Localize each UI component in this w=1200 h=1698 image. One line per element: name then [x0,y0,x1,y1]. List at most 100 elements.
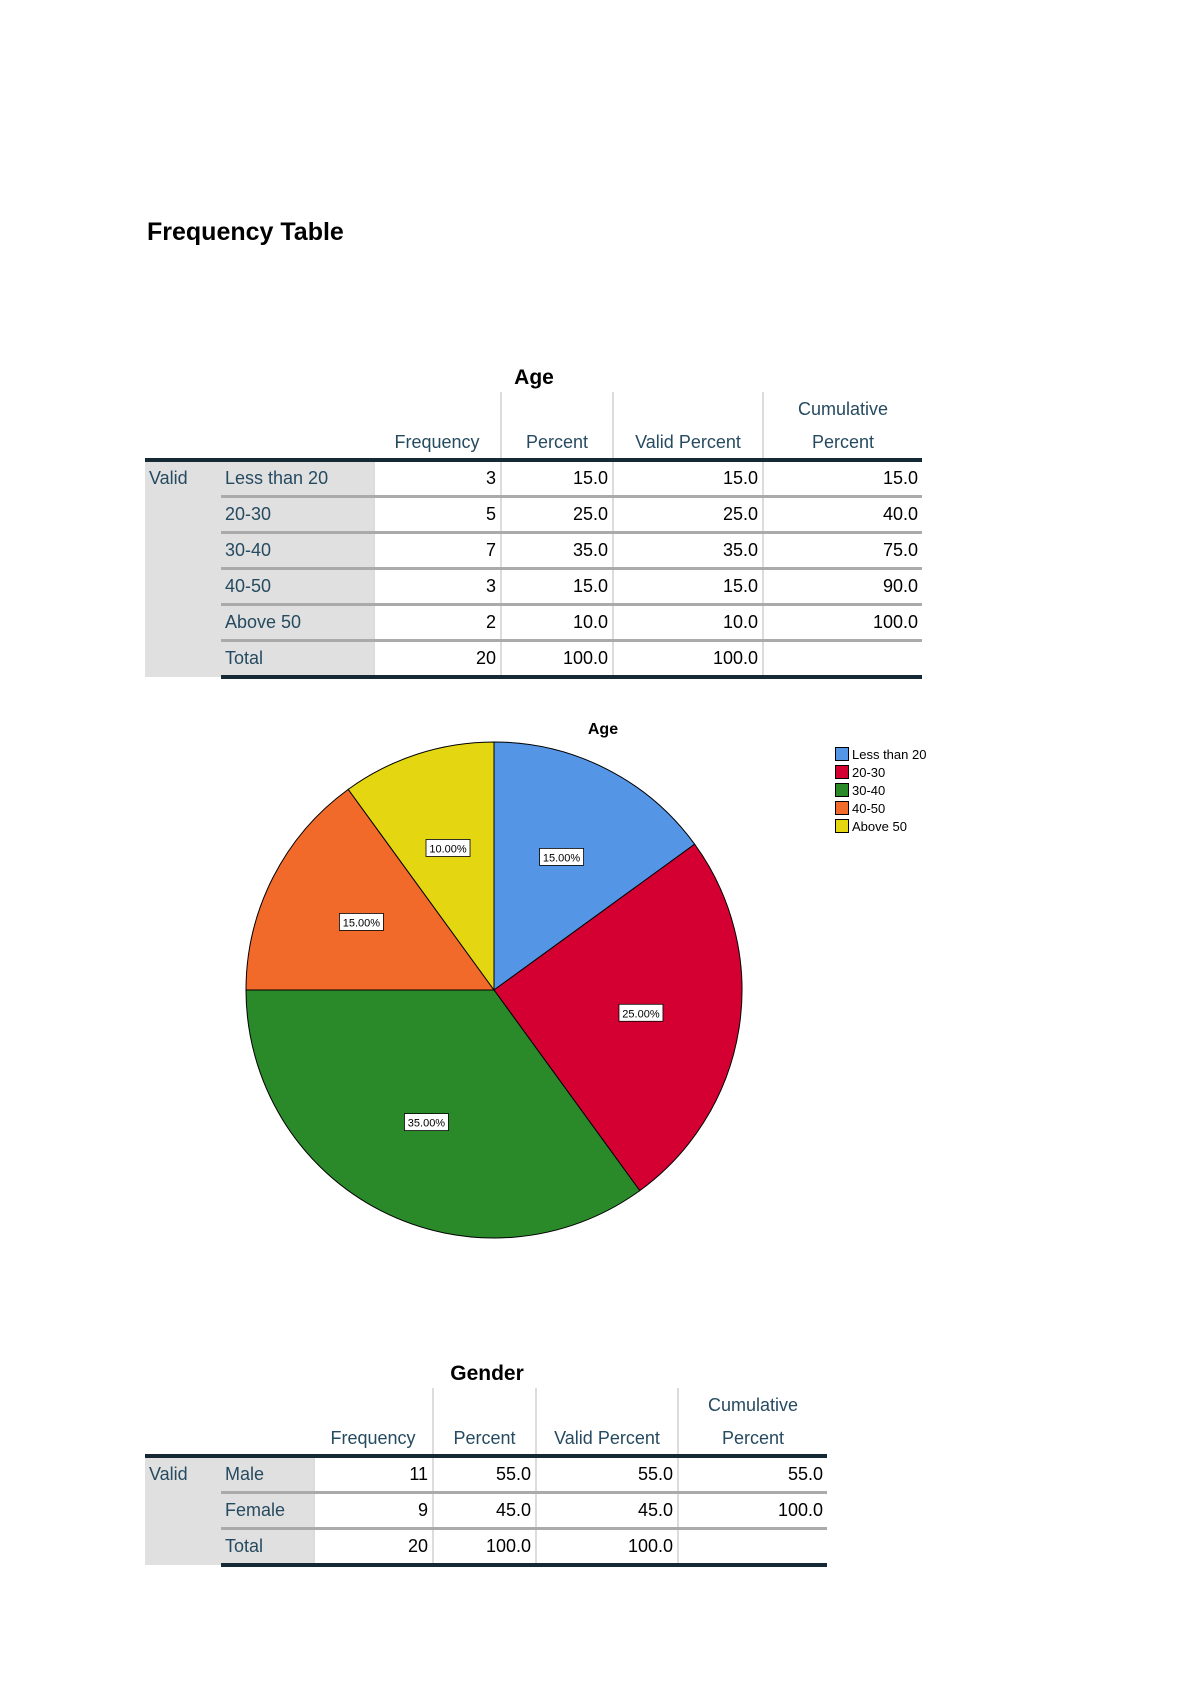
table-row: Valid Male 11 55.0 55.0 55.0 [145,1456,827,1565]
data-label-text: 35.00% [408,1118,446,1130]
row-label: Above 50 [221,604,374,642]
cell-valid: 45.0 [535,1492,678,1530]
cell-percent: 15.0 [500,460,613,498]
slice-data-label: 15.00% [339,913,384,931]
cell-cumulative: 40.0 [762,496,922,534]
legend-swatch [835,801,849,815]
slice-data-label: 35.00% [404,1113,449,1131]
legend-swatch [835,765,849,779]
data-label-text: 15.00% [343,917,381,929]
cell-percent: 15.0 [500,568,613,606]
cell-cumulative [677,1528,827,1567]
cell-percent: 10.0 [500,604,613,642]
cell-percent: 100.0 [500,640,613,679]
cell-cumulative: 100.0 [677,1492,827,1530]
data-label-text: 10.00% [429,843,467,855]
group-label: Valid [145,460,221,677]
data-label-text: 25.00% [622,1008,660,1020]
document-title: Frequency Table [147,218,344,246]
header-frequency: Frequency [374,425,501,462]
data-label-box [618,1003,664,1022]
cell-cumulative: 90.0 [762,568,922,606]
group-label: Valid [145,1456,221,1565]
header-valid-percent: Valid Percent [612,425,763,462]
legend-label: 30-40 [852,782,886,798]
header-cumulative: Cumulative [677,1388,827,1421]
legend-label: Less than 20 [852,746,927,762]
table-row: 30-40 7 35.0 35.0 75.0 [145,532,922,570]
legend-item: 20-30 [835,763,926,781]
gender-table-title: Gender [450,1362,524,1385]
header-percent: Percent [432,1421,536,1458]
header-valid-percent: Valid Percent [535,1421,678,1458]
legend-swatch [835,819,849,833]
cell-valid: 100.0 [535,1528,678,1567]
legend-item: 30-40 [835,781,926,799]
row-label: 20-30 [221,496,374,534]
row-label: Total [221,1528,314,1567]
table-row: Valid Less than 20 3 15.0 15.0 15.0 [145,460,922,677]
cell-frequency: 20 [373,640,501,679]
cell-frequency: 20 [313,1528,433,1567]
row-label: Total [221,640,374,679]
cell-frequency: 5 [373,496,501,534]
pie-slice-above-50 [347,741,495,992]
age-frequency-table: Cumulative Frequency Percent Valid Perce… [145,392,922,679]
cell-valid: 15.0 [612,460,763,498]
cell-valid: 10.0 [612,604,763,642]
cell-frequency: 3 [373,568,501,606]
row-label: Female [221,1492,314,1530]
cell-percent: 100.0 [432,1528,536,1567]
cell-cumulative: 100.0 [762,604,922,642]
cell-cumulative: 55.0 [677,1456,827,1494]
header-cumulative-percent: Percent [677,1421,827,1458]
cell-frequency: 9 [313,1492,433,1530]
cell-frequency: 11 [313,1456,433,1494]
age-table-title: Age [514,366,554,389]
cell-cumulative: 15.0 [762,460,922,498]
pie-slice-20-30 [493,843,743,1192]
cell-cumulative: 75.0 [762,532,922,570]
row-label: 40-50 [221,568,374,606]
cell-frequency: 3 [373,460,501,498]
cell-cumulative [762,640,922,679]
table-row: Above 50 2 10.0 10.0 100.0 [145,604,922,642]
cell-valid: 35.0 [612,532,763,570]
header-frequency: Frequency [314,1421,433,1458]
table-row: Total 20 100.0 100.0 [145,640,922,679]
table-row: Female 9 45.0 45.0 100.0 [145,1492,827,1530]
legend-item: Above 50 [835,817,926,835]
cell-valid: 15.0 [612,568,763,606]
legend-label: 40-50 [852,800,886,816]
cell-percent: 45.0 [432,1492,536,1530]
header-cumulative: Cumulative [762,392,922,425]
cell-valid: 100.0 [612,640,763,679]
data-label-box [539,848,584,866]
header-percent: Percent [500,425,613,462]
slice-data-label: 15.00% [539,848,584,866]
legend-swatch [835,783,849,797]
pie-slice-less-than-20 [493,741,696,991]
cell-valid: 55.0 [535,1456,678,1494]
row-label: 30-40 [221,532,374,570]
chart-title: Age [588,721,618,738]
data-label-text: 15.00% [543,852,581,864]
cell-percent: 25.0 [500,496,613,534]
pie-slice-40-50 [245,788,495,991]
header-cumulative-percent: Percent [762,425,922,462]
slice-data-label: 10.00% [425,839,471,857]
cell-valid: 25.0 [612,496,763,534]
gender-frequency-table: Cumulative Frequency Percent Valid Perce… [145,1388,827,1567]
table-row: Total 20 100.0 100.0 [145,1528,827,1567]
cell-frequency: 2 [373,604,501,642]
data-label-box [339,913,384,931]
slice-data-label: 25.00% [618,1003,664,1022]
legend-item: 40-50 [835,799,926,817]
row-label: Male [221,1456,314,1494]
legend-item: Less than 20 [835,745,926,763]
row-label: Less than 20 [221,460,374,498]
data-label-box [425,839,471,857]
legend-swatch [835,747,849,761]
legend-label: Above 50 [852,818,907,834]
